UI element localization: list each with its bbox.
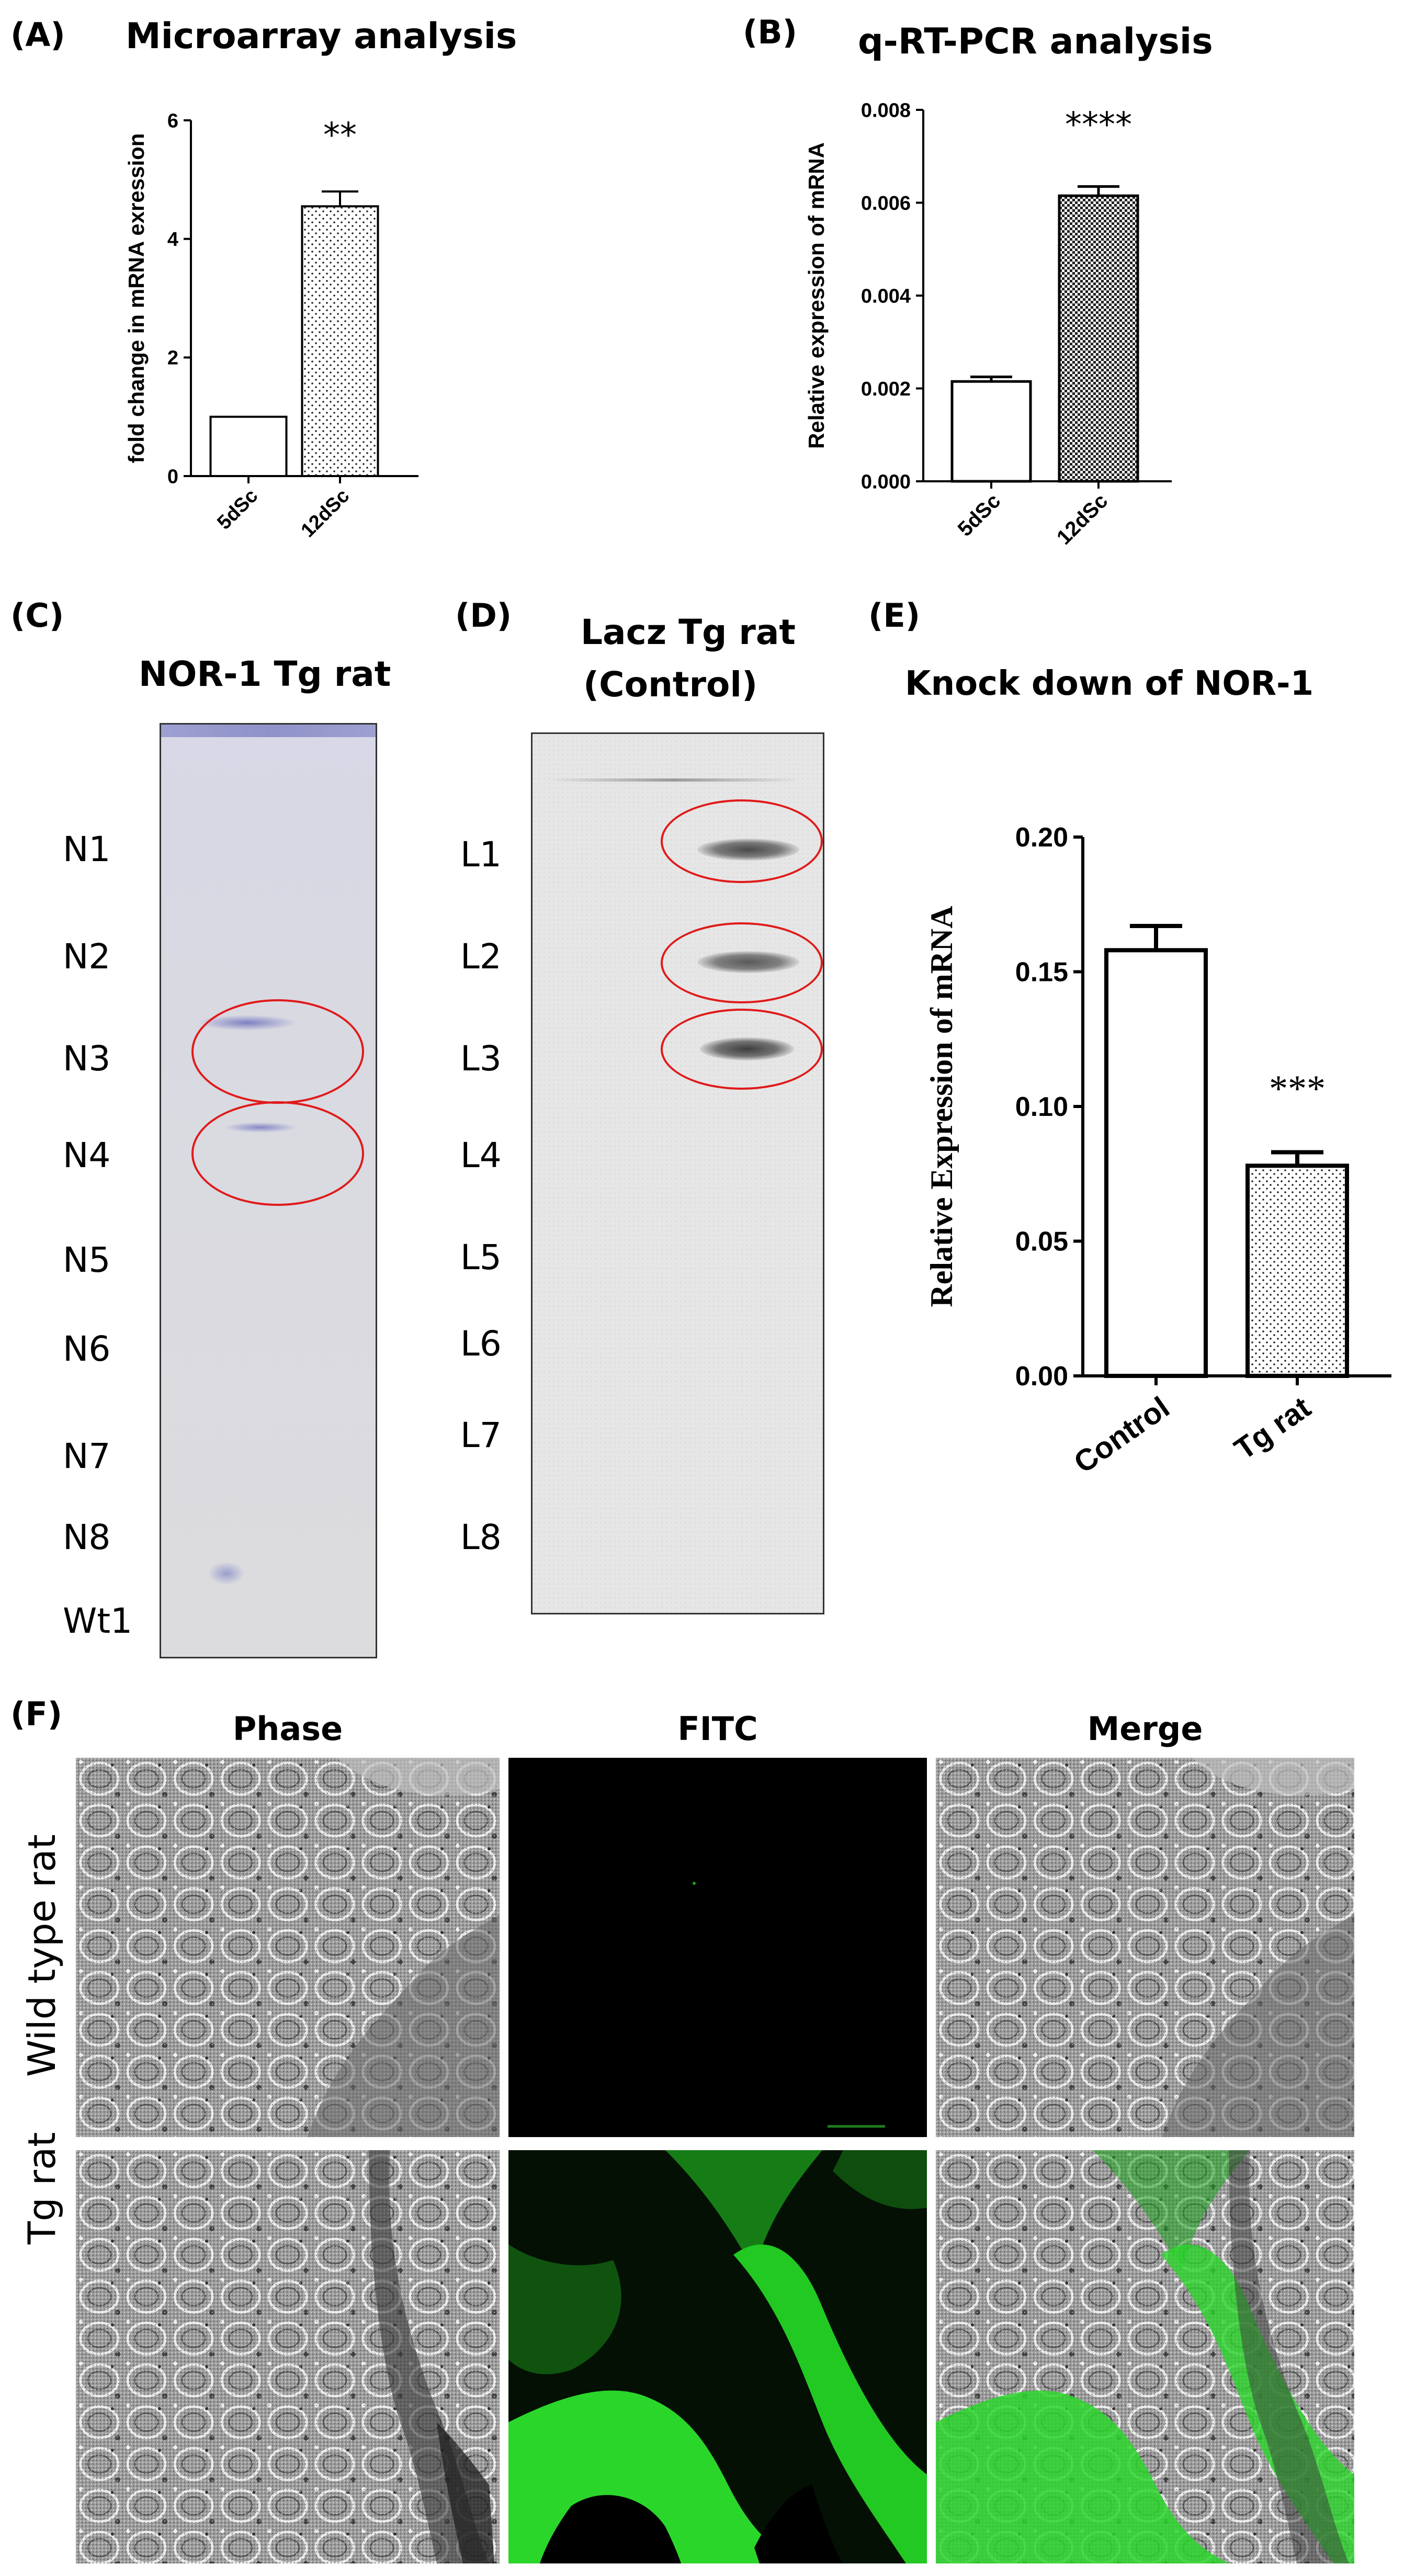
- image-wt-phase: [76, 1758, 500, 2137]
- lane-label-l3: L3: [460, 1038, 502, 1079]
- bar-control: [1104, 948, 1208, 1378]
- x-tick-label: 12dSc: [297, 485, 354, 542]
- lane-label-n8: N8: [63, 1517, 111, 1557]
- y-tick-label: 0.002: [861, 378, 911, 400]
- y-tick-label: 0.20: [1015, 822, 1068, 853]
- lane-label-l6: L6: [460, 1324, 502, 1364]
- col-head-phase: Phase: [232, 1710, 343, 1748]
- bar-tg-rat: [1245, 1163, 1349, 1378]
- panel-c-title: NOR-1 Tg rat: [139, 654, 391, 694]
- y-axis-label: Relative expression of mRNA: [804, 142, 829, 449]
- chart-a: 0 2 4 6 5dSc 12dSc ** fold change in mRNA exres…: [124, 110, 418, 542]
- lacz-blot-film: [531, 732, 824, 1614]
- y-tick-label: 0.004: [861, 285, 911, 307]
- y-tick-label: 0.00: [1015, 1361, 1068, 1392]
- lane-label-n1: N1: [63, 829, 111, 869]
- x-tick-label: 5dSc: [213, 485, 262, 534]
- y-tick-label: 0: [167, 466, 178, 488]
- y-tick-label: 6: [167, 110, 178, 132]
- lane-label-l1: L1: [460, 834, 502, 875]
- y-tick-label: 0.000: [861, 471, 911, 493]
- y-tick-label: 2: [167, 347, 178, 369]
- significance-stars: ****: [1065, 106, 1132, 144]
- panel-b-title: q-RT-PCR analysis: [858, 21, 1213, 62]
- panel-d-title-line2: (Control): [583, 664, 758, 705]
- lane-label-wt1: Wt1: [63, 1601, 133, 1641]
- x-tick-label: Tg rat: [1228, 1390, 1317, 1466]
- lane-label-l2: L2: [460, 936, 502, 977]
- lane-label-l8: L8: [460, 1517, 502, 1557]
- chart-e: 0.00 0.05 0.10 0.15 0.20 Control Tg rat *** Rela…: [924, 822, 1391, 1480]
- y-tick-label: 0.10: [1015, 1092, 1068, 1122]
- chart-b: 0.000 0.002 0.004 0.006 0.008 5dSc 12dSc **** Re…: [804, 99, 1172, 549]
- col-head-merge: Merge: [1087, 1710, 1203, 1748]
- lane-label-n6: N6: [63, 1329, 111, 1369]
- circle-n3: [191, 999, 364, 1104]
- film-top-line: [548, 778, 799, 782]
- panel-c-letter: (C): [10, 596, 64, 635]
- x-tick-label: Control: [1068, 1390, 1175, 1480]
- x-tick-label: 5dSc: [954, 489, 1005, 541]
- y-axis-label: Relative Expression of mRNA: [924, 906, 959, 1307]
- y-tick-label: 0.008: [861, 99, 911, 121]
- panel-d-letter: (D): [455, 596, 512, 635]
- circle-l3: [661, 922, 823, 1003]
- col-head-fitc: FITC: [677, 1710, 758, 1748]
- image-wt-merge: [936, 1758, 1354, 2137]
- y-tick-label: 0.15: [1015, 957, 1068, 988]
- smudge-wt1: [208, 1562, 245, 1585]
- panel-d-title-line1: Lacz Tg rat: [581, 612, 796, 652]
- y-axis-label: fold change in mRNA exression: [124, 133, 149, 464]
- panel-a-title: Microarray analysis: [126, 16, 517, 57]
- panel-f-letter: (F): [10, 1695, 63, 1733]
- bar-12dsc: [301, 205, 379, 478]
- lane-label-n7: N7: [63, 1436, 111, 1476]
- image-tg-fitc: [508, 2150, 927, 2563]
- panel-e-title: Knock down of NOR-1: [905, 664, 1314, 703]
- lane-label-l4: L4: [460, 1135, 502, 1176]
- bar-12dsc: [1058, 194, 1139, 483]
- film-grain: [533, 734, 823, 1613]
- circle-l4: [661, 1009, 823, 1090]
- lane-label-n4: N4: [63, 1135, 111, 1176]
- circle-n5: [191, 1101, 364, 1206]
- x-tick-label: 12dSc: [1052, 489, 1112, 549]
- circle-l1: [661, 799, 823, 883]
- y-tick-label: 0.006: [861, 193, 911, 214]
- significance-stars: **: [323, 116, 357, 155]
- image-tg-merge: [936, 2150, 1354, 2563]
- lane-label-l5: L5: [460, 1237, 502, 1278]
- lane-label-l7: L7: [460, 1415, 502, 1455]
- lane-label-n2: N2: [63, 936, 111, 977]
- row-head-tg-rat: Tg rat: [20, 2132, 64, 2244]
- significance-stars: ***: [1269, 1068, 1326, 1110]
- bar-5dsc: [950, 380, 1032, 483]
- image-tg-phase: [76, 2150, 500, 2563]
- lane-label-n3: N3: [63, 1038, 111, 1079]
- row-head-wild-type: Wild type rat: [20, 1834, 64, 2077]
- bar-5dsc: [209, 415, 288, 478]
- panel-b-letter: (B): [743, 13, 797, 51]
- y-tick-label: 0.05: [1015, 1227, 1068, 1257]
- panel-e-letter: (E): [868, 596, 921, 635]
- lane-label-n5: N5: [63, 1240, 111, 1280]
- y-tick-label: 4: [167, 229, 178, 251]
- nor1-blot-membrane: [160, 723, 377, 1658]
- membrane-top-edge: [161, 725, 376, 737]
- image-wt-fitc: [508, 1758, 927, 2137]
- panel-a-letter: (A): [10, 16, 65, 54]
